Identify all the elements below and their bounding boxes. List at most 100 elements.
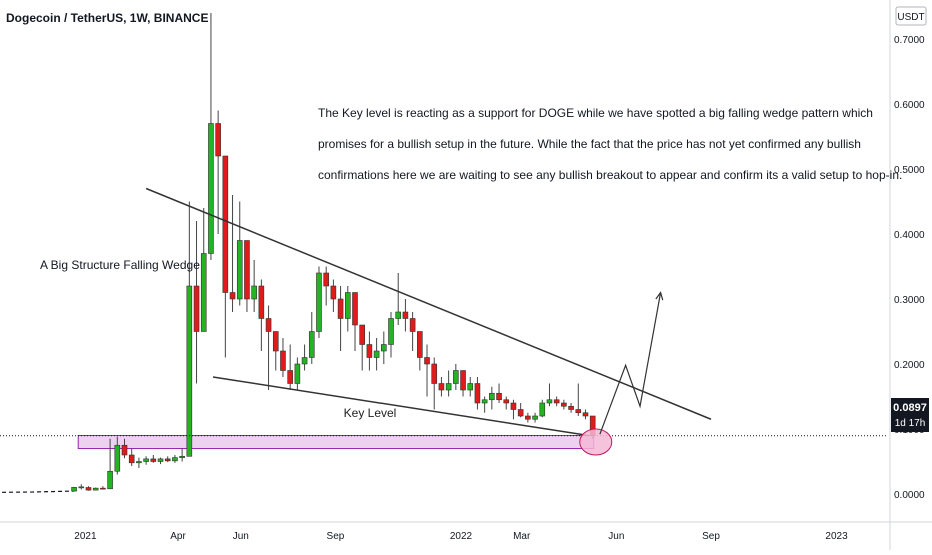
key-level-zone: [77, 435, 595, 449]
currency-badge[interactable]: [895, 6, 927, 26]
x-tick-label: Sep: [702, 531, 720, 542]
candle-body: [517, 409, 524, 417]
wedge-lower-trendline[interactable]: [212, 376, 589, 437]
y-tick-label: 0.4000: [894, 230, 925, 241]
last-price-badge-bg: [891, 398, 929, 432]
candle-body: [323, 272, 329, 287]
candle-body: [301, 357, 308, 365]
pre-2021-line: [2, 490, 75, 493]
candle-body: [316, 272, 322, 332]
candle-body: [265, 318, 272, 332]
bar-countdown: 1d 17h: [895, 418, 926, 429]
x-tick-label: Sep: [327, 531, 345, 542]
candle-body: [424, 357, 430, 365]
candle-body: [561, 402, 567, 407]
candle-body: [78, 486, 85, 489]
candle-body: [136, 461, 142, 464]
x-tick-label: Jun: [233, 531, 249, 542]
trendlines: [0, 187, 888, 456]
candle-body: [525, 415, 531, 420]
candle-body: [582, 412, 589, 417]
analysis-line-1: The Key level is reacting as a support f…: [318, 106, 873, 120]
candle-body: [172, 457, 178, 462]
candle-body: [215, 123, 221, 157]
x-tick-label: 2021: [74, 531, 97, 542]
candle-body: [539, 402, 546, 417]
y-tick-label: 0.7000: [894, 35, 925, 46]
candle-body: [251, 285, 257, 300]
candle-body: [157, 458, 164, 462]
candle-body: [272, 331, 279, 352]
candle-body: [229, 292, 236, 300]
candle-body: [532, 415, 538, 420]
candle-body: [373, 350, 380, 358]
candle-body: [553, 399, 560, 404]
candle-body: [280, 350, 286, 371]
candle-body: [388, 318, 394, 345]
candle-body: [150, 458, 157, 462]
x-tick-label: 2022: [450, 531, 473, 542]
x-tick-label: Apr: [170, 531, 186, 542]
candle-body: [510, 402, 517, 410]
candle-body: [128, 454, 135, 464]
candle-body: [208, 123, 214, 254]
candle-body: [344, 292, 351, 319]
symbol-title: Dogecoin / TetherUS, 1W, BINANCE: [6, 11, 208, 25]
pre-2021-price-line: [2, 490, 75, 493]
key-level-label: Key Level: [344, 406, 397, 420]
key-level-zone-group: [77, 435, 595, 449]
candle-body: [467, 383, 474, 391]
candle-body: [330, 285, 337, 300]
candle-body: [575, 409, 582, 414]
candle-body: [186, 285, 193, 457]
wedge-upper-trendline[interactable]: [145, 187, 712, 420]
last-price-badge: 0.0897 1d 17h: [891, 398, 929, 432]
candle-body: [200, 253, 207, 332]
candle-body: [352, 292, 358, 326]
candle-body: [366, 344, 373, 358]
last-price-value: 0.0897: [893, 402, 927, 414]
candle-body: [438, 383, 445, 391]
candle-body: [546, 399, 553, 404]
candle-body: [308, 331, 315, 358]
candle-body: [453, 370, 459, 384]
candle-body: [568, 405, 574, 410]
x-tick-label: Mar: [513, 531, 531, 542]
candles: [71, 13, 596, 492]
candle-body: [503, 399, 510, 404]
candle-body: [258, 285, 265, 319]
candle-body: [445, 383, 452, 391]
candle-body: [489, 392, 495, 401]
candle-body: [409, 318, 416, 332]
x-axis-ticks: 2021 Apr Jun Sep 2022 Mar Jun Sep 2023: [74, 531, 848, 542]
key-level-highlight-circle: [579, 428, 613, 456]
analysis-line-2: promises for a bullish setup in the futu…: [318, 137, 861, 151]
candle-body: [431, 363, 438, 384]
candle-body: [179, 455, 185, 458]
candle-body: [143, 458, 149, 462]
candle-body: [114, 444, 121, 472]
y-tick-label: 0.5000: [894, 165, 925, 176]
currency-label: USDT: [897, 12, 924, 23]
candle-body: [236, 240, 243, 300]
y-tick-label: 0.0000: [894, 490, 925, 501]
candle-body: [100, 487, 106, 490]
candle-body: [402, 311, 409, 319]
candle-body: [294, 363, 301, 384]
candle-body: [193, 285, 200, 332]
candle-body: [287, 370, 293, 384]
candle-body: [395, 311, 402, 319]
candle-body: [496, 392, 502, 401]
analysis-line-3: confirmations here we are waiting to see…: [318, 168, 902, 182]
candle-body: [359, 324, 365, 345]
candle-body: [71, 487, 77, 492]
x-tick-label: 2023: [825, 531, 848, 542]
candle-body: [381, 344, 387, 352]
candle-body: [164, 458, 171, 462]
candle-body: [481, 399, 488, 404]
y-tick-label: 0.2000: [894, 360, 925, 371]
candle-body: [92, 487, 99, 491]
projection-path[interactable]: [599, 292, 662, 435]
